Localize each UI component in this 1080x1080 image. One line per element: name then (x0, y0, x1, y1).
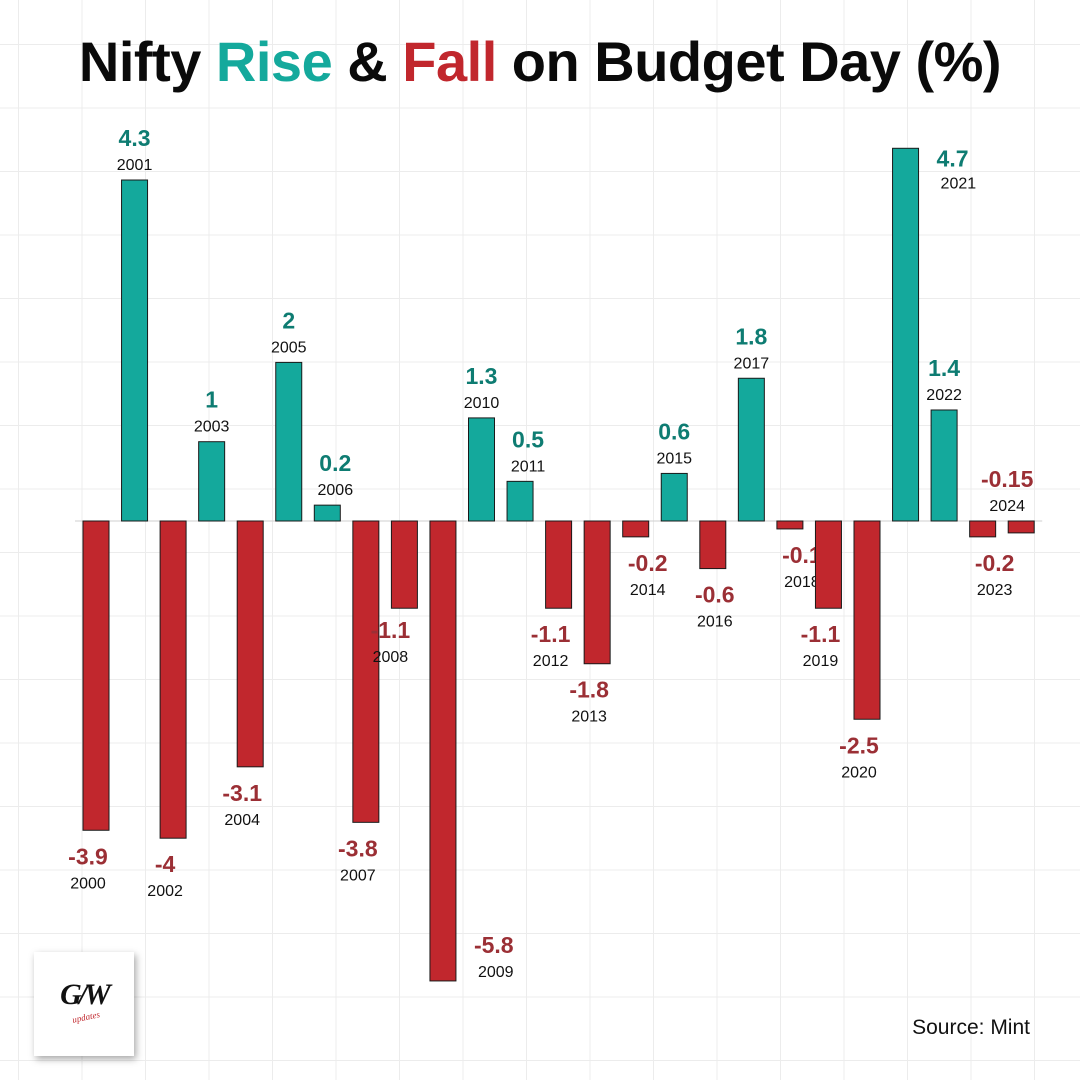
year-label-2008: 2008 (373, 649, 409, 666)
value-label-2013: -1.8 (569, 677, 609, 703)
year-label-2014: 2014 (630, 582, 666, 599)
value-label-2017: 1.8 (735, 323, 767, 349)
bar-2013 (583, 520, 611, 665)
year-label-2024: 2024 (989, 498, 1025, 515)
year-label-2013: 2013 (571, 709, 607, 726)
bar-2011 (506, 480, 534, 522)
year-label-2012: 2012 (533, 653, 569, 670)
chart-title: Nifty Rise & Fall on Budget Day (%) (0, 22, 1080, 102)
bar-2020 (853, 520, 881, 720)
value-label-2000: -3.9 (68, 843, 108, 869)
bar-2012 (545, 520, 573, 609)
value-label-2004: -3.1 (222, 780, 262, 806)
bar-2004 (236, 520, 264, 768)
year-label-2004: 2004 (224, 812, 260, 829)
value-label-2003: 1 (205, 387, 218, 413)
year-label-2003: 2003 (194, 419, 230, 436)
year-label-2016: 2016 (697, 614, 733, 631)
bar-2009 (429, 520, 457, 982)
bar-2006 (313, 504, 341, 522)
value-label-2022: 1.4 (928, 355, 960, 381)
value-label-2023: -0.2 (975, 550, 1015, 576)
year-label-2020: 2020 (841, 764, 877, 781)
value-label-2002: -4 (155, 851, 176, 877)
brand-logo: G/W updates (34, 952, 134, 1056)
value-label-2024: -0.15 (981, 466, 1034, 492)
bar-2008 (390, 520, 418, 609)
bar-2014 (622, 520, 650, 538)
year-label-2010: 2010 (464, 395, 500, 412)
value-label-2008: -1.1 (371, 617, 411, 643)
value-label-2001: 4.3 (119, 125, 151, 151)
year-label-2022: 2022 (926, 387, 962, 404)
bar-2023 (969, 520, 997, 538)
bar-2021 (892, 147, 920, 522)
year-label-2021: 2021 (941, 175, 977, 192)
title-ampersand: & (332, 30, 403, 93)
year-label-2023: 2023 (977, 582, 1013, 599)
value-label-2010: 1.3 (466, 363, 498, 389)
value-label-2012: -1.1 (531, 621, 571, 647)
bar-2010 (468, 417, 495, 522)
year-label-2015: 2015 (656, 450, 692, 467)
value-label-2007: -3.8 (338, 835, 378, 861)
title-part-2: on Budget Day (%) (496, 30, 1002, 93)
value-label-2011: 0.5 (512, 426, 544, 452)
bar-2007 (352, 520, 380, 823)
value-label-2014: -0.2 (628, 550, 668, 576)
year-label-2006: 2006 (318, 482, 354, 499)
year-label-2009: 2009 (478, 964, 514, 981)
value-label-2005: 2 (282, 307, 295, 333)
logo-mark: G/W (60, 978, 111, 1011)
year-label-2011: 2011 (511, 458, 546, 475)
value-label-2021: 4.7 (937, 145, 969, 171)
value-label-2006: 0.2 (319, 450, 351, 476)
bar-2015 (660, 472, 688, 522)
year-label-2002: 2002 (147, 883, 183, 900)
value-label-2019: -1.1 (801, 621, 841, 647)
value-label-2020: -2.5 (839, 732, 879, 758)
bar-2018 (776, 520, 804, 530)
value-label-2016: -0.6 (695, 582, 735, 608)
bar-2024 (1007, 520, 1035, 534)
year-label-2005: 2005 (271, 339, 307, 356)
value-label-2009: -5.8 (474, 932, 514, 958)
value-label-2015: 0.6 (658, 418, 690, 444)
bar-2002 (159, 520, 187, 839)
bar-2000 (82, 520, 110, 831)
bar-2001 (121, 179, 149, 522)
source-note: Source: Mint (912, 1016, 1030, 1039)
bar-2005 (275, 361, 303, 522)
title-rise-word: Rise (215, 30, 333, 93)
year-label-2018: 2018 (784, 574, 820, 591)
bar-2003 (198, 441, 226, 522)
bar-2016 (699, 520, 727, 570)
bar-2019 (814, 520, 842, 609)
title-fall-word: Fall (402, 30, 497, 93)
year-label-2017: 2017 (734, 355, 770, 372)
bar-2017 (737, 377, 765, 522)
title-part-1: Nifty (78, 30, 216, 93)
bar-2022 (930, 409, 958, 522)
year-label-2000: 2000 (70, 875, 106, 892)
year-label-2001: 2001 (117, 157, 153, 174)
year-label-2019: 2019 (803, 653, 839, 670)
year-label-2007: 2007 (340, 867, 376, 884)
